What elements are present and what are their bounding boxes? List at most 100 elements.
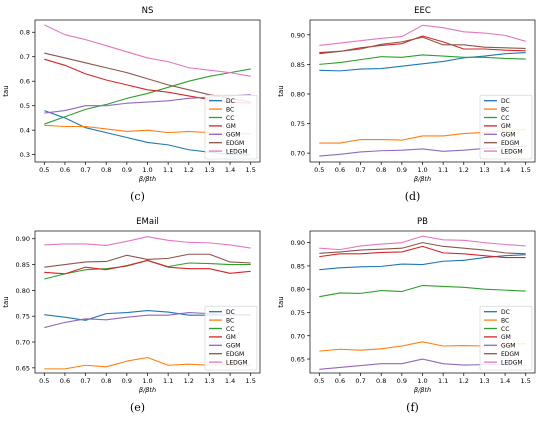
eec-xtick-label: 0.5: [314, 166, 324, 174]
pb-series-line-cc: [319, 284, 526, 298]
eec-legend-label-gm: GM: [501, 123, 511, 130]
pb-legend-label-ledgm: LEDGM: [501, 359, 523, 366]
pb-ylabel: tau: [277, 296, 285, 307]
ns-legend-label-ledgm: LEDGM: [226, 148, 248, 155]
ns-xtick-label: 0.5: [39, 166, 49, 174]
ns-xtick-label: 1.0: [142, 166, 152, 174]
email-ytick-label: 0.80: [16, 287, 30, 295]
ns-ytick-label: 0.4: [20, 127, 30, 135]
pb-legend-label-gm: GM: [501, 334, 511, 341]
eec-xtick-label: 1.4: [500, 166, 510, 174]
eec-series-line-edgm: [319, 36, 526, 55]
pb-xtick-label: 0.9: [397, 377, 407, 385]
pb-ytick-label: 0.90: [291, 239, 305, 247]
eec-xtick-label: 0.8: [376, 166, 386, 174]
ns-ytick-label: 0.7: [20, 53, 30, 61]
pb-ytick-label: 0.65: [291, 356, 305, 364]
email-series-line-ledgm: [44, 236, 251, 249]
ns-legend-label-edgm: EDGM: [226, 140, 244, 147]
pb-xtick-label: 1.2: [459, 377, 469, 385]
ns-legend-label-bc: BC: [226, 106, 234, 113]
email-xtick-label: 0.9: [122, 377, 132, 385]
pb-xtick-label: 0.6: [335, 377, 345, 385]
email-xlabel: β/βth: [139, 386, 156, 394]
pb-xtick-label: 1.4: [500, 377, 510, 385]
eec-xtick-label: 0.9: [397, 166, 407, 174]
eec-legend-label-edgm: EDGM: [501, 140, 519, 147]
email-ytick-label: 0.65: [16, 364, 30, 372]
pb-xlabel: β/βth: [414, 386, 431, 394]
ns-xtick-label: 0.7: [80, 166, 90, 174]
eec-title: EEC: [414, 6, 431, 16]
pb-xtick-label: 0.8: [376, 377, 386, 385]
ns-xtick-label: 1.5: [246, 166, 256, 174]
pb-ytick-label: 0.85: [291, 262, 305, 270]
ns-xtick-label: 0.9: [122, 166, 132, 174]
chart-email: EMail 0.65 0.70 0.75 0.80 0.85 0.90 0.5 0.6 0.7 0.…: [2, 217, 261, 394]
email-legend-label-ledgm: LEDGM: [226, 359, 248, 366]
ns-xtick-label: 0.8: [101, 166, 111, 174]
chart-eec: EEC 0.70 0.75 0.80 0.85 0.90 0.5 0.6 0.7 0.8 0.9 1.…: [277, 6, 536, 183]
caption-pb: (f): [406, 401, 419, 414]
pb-xtick-label: 1.1: [438, 377, 448, 385]
ns-xtick-label: 1.2: [184, 166, 194, 174]
email-xtick-label: 1.1: [163, 377, 173, 385]
eec-xtick-label: 1.1: [438, 166, 448, 174]
email-xtick-label: 0.5: [39, 377, 49, 385]
pb-title: PB: [417, 217, 428, 227]
ns-legend-label-gm: GM: [226, 123, 236, 130]
eec-xlabel: β/βth: [414, 175, 431, 183]
eec-ytick-label: 0.85: [291, 61, 305, 69]
email-legend-label-ggm: GGM: [226, 343, 240, 350]
email-legend-label-dc: DC: [226, 309, 235, 316]
email-xtick-label: 1.0: [142, 377, 152, 385]
chart-ns: NS 0.3 0.4 0.5 0.6 0.7 0.8 0.5 0.6 0.7 0.8 0.9 1.0 1.…: [2, 6, 261, 183]
ns-series-line-cc: [44, 68, 251, 125]
ns-series-line-ledgm: [44, 24, 251, 77]
pb-series-line-ledgm: [319, 235, 526, 251]
eec-legend-label-ggm: GGM: [501, 132, 515, 139]
eec-ytick-label: 0.75: [291, 120, 305, 128]
ns-title: NS: [142, 6, 154, 16]
email-ytick-label: 0.75: [16, 313, 30, 321]
email-xtick-label: 1.3: [204, 377, 214, 385]
caption-eec: (d): [404, 190, 421, 203]
pb-series-line-edgm: [319, 242, 526, 255]
chart-pb: PB 0.65 0.70 0.75 0.80 0.85 0.90 0.5 0.6 0.7 0.8 0.…: [277, 217, 536, 394]
email-legend-label-edgm: EDGM: [226, 351, 244, 358]
email-xtick-label: 1.5: [246, 377, 256, 385]
pb-xtick-label: 1.3: [479, 377, 489, 385]
caption-ns: (c): [130, 190, 145, 203]
pb-ytick-label: 0.75: [291, 309, 305, 317]
email-legend-label-cc: CC: [226, 326, 234, 333]
email-xtick-label: 1.2: [184, 377, 194, 385]
pb-series-line-gm: [319, 245, 526, 259]
eec-legend-label-cc: CC: [501, 115, 509, 122]
email-xtick-label: 0.7: [80, 377, 90, 385]
eec-xtick-label: 0.7: [355, 166, 365, 174]
eec-ytick-label: 0.80: [291, 90, 305, 98]
email-legend-label-gm: GM: [226, 334, 236, 341]
caption-email: (e): [129, 401, 146, 414]
email-series-line-gm: [44, 259, 251, 275]
pb-series-line-dc: [319, 254, 526, 271]
ns-ytick-label: 0.6: [20, 78, 30, 86]
pb-legend-label-edgm: EDGM: [501, 351, 519, 358]
email-title: EMail: [136, 217, 159, 227]
eec-legend-label-dc: DC: [501, 98, 510, 105]
eec-xtick-label: 1.5: [521, 166, 531, 174]
chart-panel-eec: EEC 0.70 0.75 0.80 0.85 0.90 0.5 0.6 0.7 0.8 0.9 1.…: [275, 0, 550, 211]
pb-xtick-label: 1.5: [521, 377, 531, 385]
chart-panel-pb: PB 0.65 0.70 0.75 0.80 0.85 0.90 0.5 0.6 0.7 0.8 0.…: [275, 211, 550, 422]
ns-xtick-label: 1.3: [204, 166, 214, 174]
eec-legend-label-bc: BC: [501, 106, 509, 113]
eec-xtick-label: 0.6: [335, 166, 345, 174]
pb-legend-label-cc: CC: [501, 326, 509, 333]
eec-ytick-label: 0.90: [291, 31, 305, 39]
eec-xtick-label: 1.3: [479, 166, 489, 174]
eec-ytick-label: 0.70: [291, 150, 305, 158]
